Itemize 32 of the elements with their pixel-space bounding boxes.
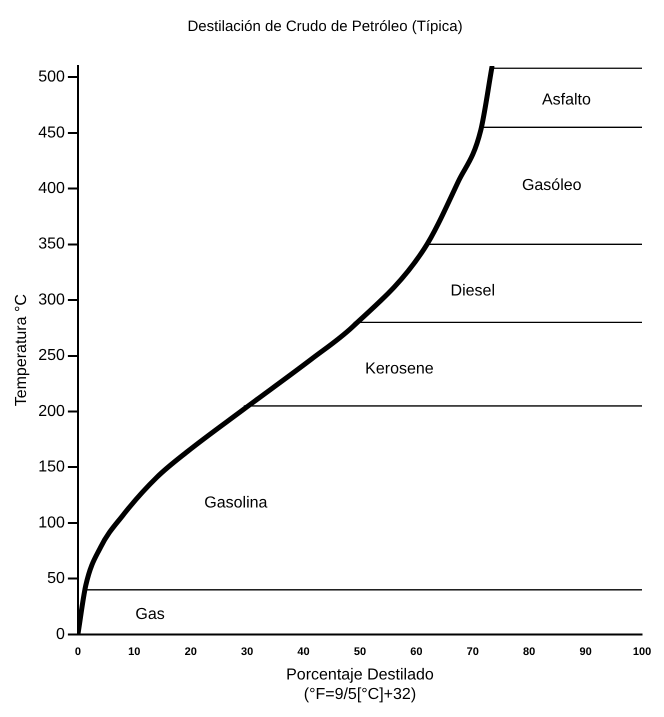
y-axis-title: Temperatura °C [13,294,30,406]
annotation: Asfalto [542,92,591,109]
y-tick-label: 200 [38,402,65,420]
annotation: Diesel [450,282,496,300]
chart-title: Destilación de Crudo de Petróleo (Típica) [187,18,463,36]
y-tick-label: 250 [38,347,65,364]
x-axis-title: Porcentaje Destilado [286,666,434,684]
y-tick-label: 500 [38,68,65,86]
x-tick-label: 80 [523,646,536,658]
y-tick-label: 0 [56,626,65,643]
y-tick-label: 150 [38,458,65,476]
annotation: Gasolina [204,494,268,512]
y-tick-label: 100 [38,514,65,532]
y-tick-label: 450 [38,124,65,142]
y-tick-label: 350 [38,236,65,253]
x-tick-label: 60 [410,646,422,658]
x-tick-label: 40 [297,646,310,658]
text: (°F=9/5[°C]+32) [304,686,416,703]
y-tick-label: 50 [47,570,65,588]
x-tick-label: 50 [354,646,366,658]
x-tick-label: 20 [184,646,197,658]
annotation: Gasóleo [522,176,582,194]
y-tick-label: 300 [38,291,65,308]
x-tick-label: 100 [632,646,652,658]
x-tick-label: 0 [74,646,81,658]
y-tick-label: 400 [38,180,65,197]
annotation: Gas [135,606,165,623]
x-tick-label: 70 [466,646,479,658]
annotation: Kerosene [365,360,434,378]
x-tick-label: 90 [579,646,592,658]
x-tick-label: 30 [241,646,254,658]
x-tick-label: 10 [128,646,140,658]
